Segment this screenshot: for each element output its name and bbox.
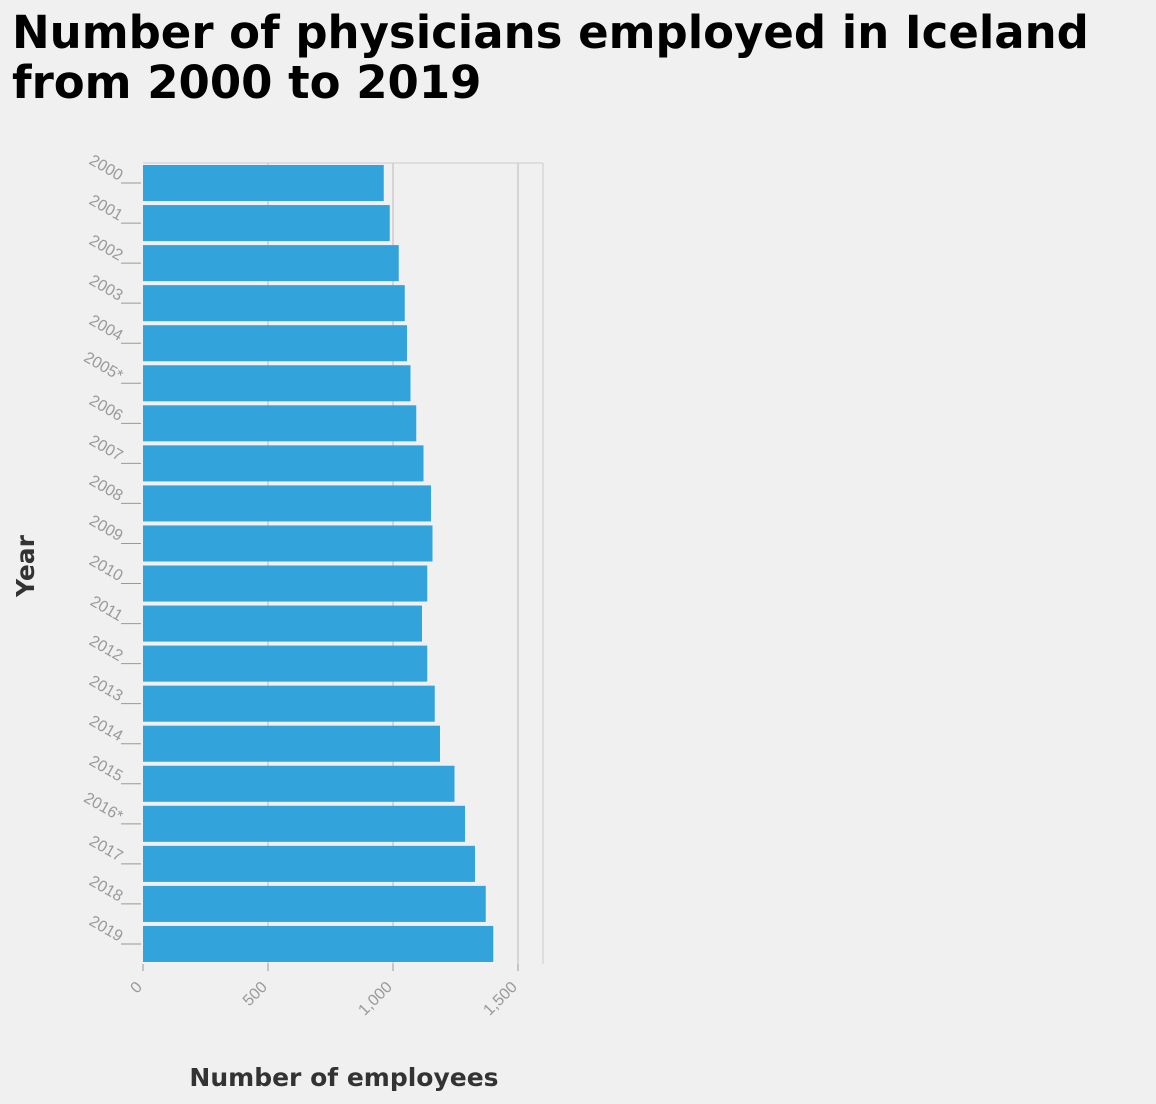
y-tick-label: 2008 <box>86 472 125 505</box>
y-tick-label: 2010 <box>86 552 125 585</box>
bar-2000 <box>143 165 384 202</box>
y-tick-label: 2006 <box>86 392 125 425</box>
y-axis-ticks: 2000 2001 2002 2003 2004 2005* 2006 2007 2008 200… <box>81 152 141 946</box>
y-tick-label: 2001 <box>86 192 125 225</box>
bar-2016 <box>143 805 465 842</box>
bar-2018 <box>143 885 486 922</box>
x-tick-label: 500 <box>240 979 271 1010</box>
y-tick-label: 2004 <box>86 312 125 345</box>
x-tick-label: 1,500 <box>480 979 520 1019</box>
bar-2019 <box>143 925 494 962</box>
grid-lines <box>267 163 519 964</box>
bar-2007 <box>143 445 424 482</box>
y-tick-label: 2016* <box>81 790 126 826</box>
y-tick-label: 2003 <box>86 272 125 305</box>
y-tick-label: 2017 <box>86 833 125 866</box>
y-tick-label: 2000 <box>86 152 125 185</box>
bar-2009 <box>143 525 433 562</box>
plot-frame <box>143 162 544 964</box>
bar-2013 <box>143 685 435 722</box>
bar-2005 <box>143 365 411 402</box>
bar-2010 <box>143 565 428 602</box>
bar-2011 <box>143 605 422 642</box>
bars <box>143 165 494 962</box>
y-tick-label: 2018 <box>86 873 125 906</box>
y-tick-label: 2013 <box>86 673 125 706</box>
y-tick-label: 2007 <box>86 432 125 465</box>
x-tick-label: 1,000 <box>355 979 395 1019</box>
y-tick-label: 2012 <box>86 633 125 666</box>
chart-title: Number of physicians employed in Iceland… <box>12 6 1089 109</box>
y-tick-label: 2011 <box>87 593 125 625</box>
y-tick-label: 2002 <box>86 232 125 265</box>
bar-2012 <box>143 645 428 682</box>
y-tick-label: 2015 <box>86 753 125 786</box>
bar-2014 <box>143 725 440 762</box>
bar-2006 <box>143 405 417 442</box>
x-tick-label: 0 <box>128 979 146 997</box>
x-axis-label: Number of employees <box>189 1063 498 1092</box>
bar-2004 <box>143 325 407 362</box>
y-tick-label: 2009 <box>86 512 125 545</box>
bar-2017 <box>143 845 475 882</box>
y-tick-label: 2014 <box>86 713 125 746</box>
bar-2008 <box>143 485 431 522</box>
bar-2001 <box>143 205 390 242</box>
y-tick-label: 2005* <box>81 349 126 385</box>
y-axis-label: Year <box>11 534 40 598</box>
bar-2015 <box>143 765 455 802</box>
x-axis-ticks: 0 500 1,000 1,500 <box>128 964 521 1019</box>
bar-2002 <box>143 245 399 282</box>
y-tick-label: 2019 <box>86 913 125 946</box>
bar-2003 <box>143 285 405 322</box>
